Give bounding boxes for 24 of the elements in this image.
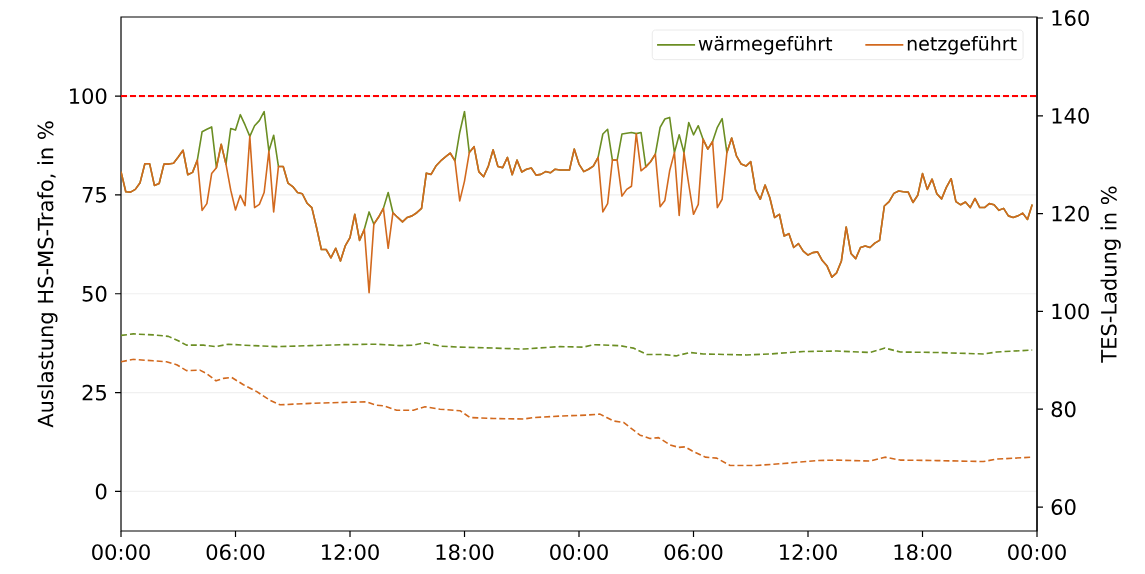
y2-tick-label: 160	[1052, 10, 1089, 26]
y-tick-label: 25	[82, 384, 106, 401]
x-tick-label: 18:00	[436, 544, 494, 561]
y-tick-label: 0	[95, 483, 107, 500]
legend-label: netzgeführt	[907, 36, 1017, 55]
y2-tick-label: 100	[1052, 303, 1089, 320]
y-tick-label: 50	[82, 285, 107, 302]
x-tick-label: 06:00	[206, 544, 265, 561]
legend-label: wärmegeführt	[698, 36, 833, 55]
x-tick-label: 00:00	[1008, 544, 1066, 561]
y2-tick-label: 120	[1052, 205, 1089, 222]
x-tick-label: 00:00	[92, 544, 150, 561]
y-tick-label: 75	[82, 187, 106, 203]
x-tick-label: 00:00	[550, 544, 608, 561]
y2-tick-label: 80	[1051, 401, 1076, 418]
y-tick-label: 100	[70, 88, 107, 105]
y2-axis-title: TES-Ladung in %	[1100, 186, 1121, 363]
x-tick-label: 18:00	[894, 544, 952, 561]
y2-tick-label: 60	[1051, 499, 1076, 515]
y2-tick-label: 140	[1052, 107, 1089, 124]
x-tick-label: 12:00	[322, 544, 379, 561]
x-tick-label: 06:00	[664, 544, 723, 561]
x-tick-label: 12:00	[780, 544, 837, 561]
y-axis-title: Auslastung HS-MS-Trafo, in %	[37, 121, 58, 428]
